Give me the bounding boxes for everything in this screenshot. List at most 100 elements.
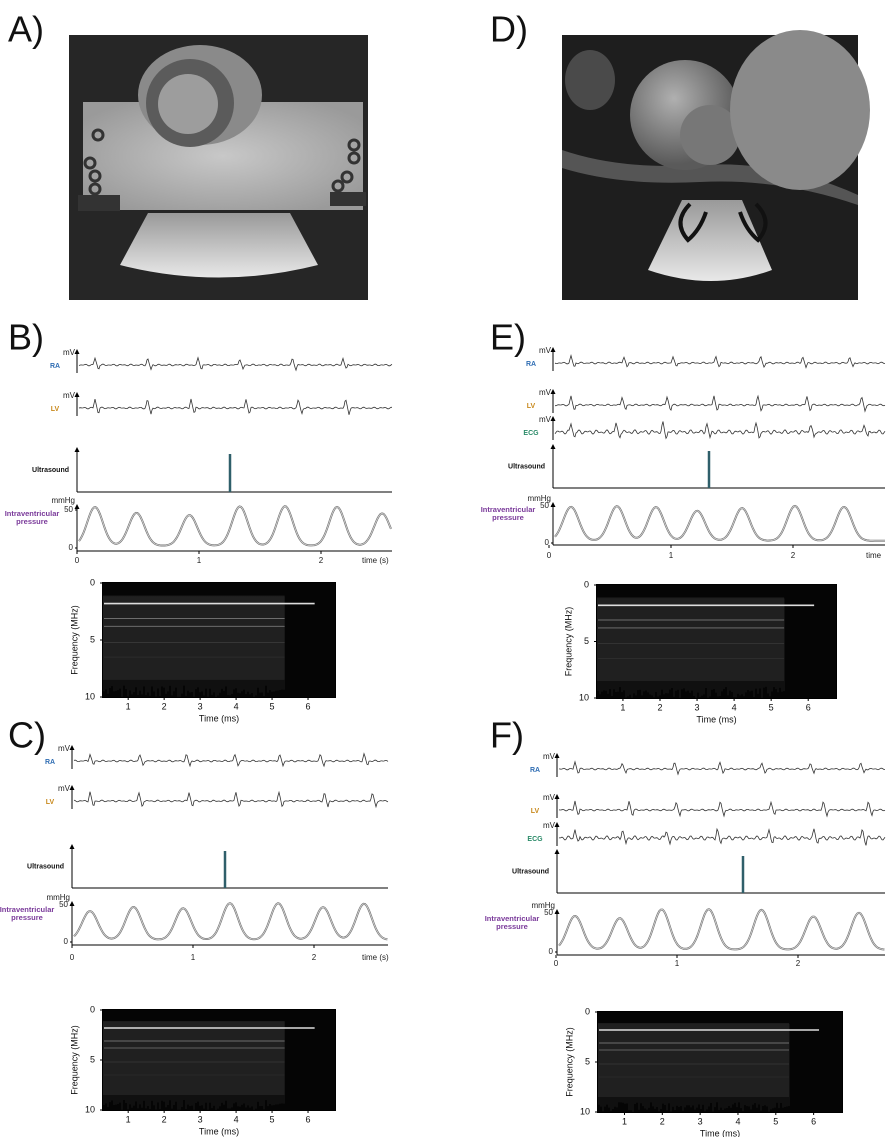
trace-unit: mV <box>58 784 71 793</box>
time-tick-label: 2 <box>796 959 801 968</box>
trace-name: LV <box>531 808 540 815</box>
panel-label: A) <box>8 9 44 50</box>
ms-tick-label: 6 <box>306 701 311 711</box>
pressure-label: Intraventricular pressure <box>0 904 55 922</box>
trace-unit: mV <box>543 793 556 802</box>
pressure-trace <box>554 504 885 542</box>
trace-unit: mV <box>543 752 556 761</box>
axis-arrow <box>554 753 560 758</box>
spectrogram-y-label: Frequency (MHz) <box>563 607 573 677</box>
ms-tick-label: 6 <box>811 1116 816 1126</box>
ms-tick-label: 3 <box>198 701 203 711</box>
spectrogram-band <box>598 1023 790 1097</box>
axis-arrow <box>554 849 560 854</box>
trace-name: ECG <box>523 430 539 437</box>
trace-name: LV <box>527 403 536 410</box>
pressure-trace <box>78 505 392 547</box>
trace-unit: mV <box>63 348 76 357</box>
pressure-unit: mmHg <box>46 893 70 902</box>
pressure-trace <box>558 908 885 951</box>
trace-name: LV <box>46 799 55 806</box>
time-tick-label: 1 <box>197 556 202 565</box>
pressure-trace-core <box>558 908 885 950</box>
time-tick-label: 0 <box>70 953 75 962</box>
trace-unit: mV <box>539 346 552 355</box>
pressure-tick-label: 0 <box>64 937 69 946</box>
pressure-tick-label: 0 <box>545 538 550 547</box>
time-axis-label: time (s) <box>362 953 389 962</box>
axis-arrow <box>69 745 75 750</box>
freq-tick-label: 0 <box>584 579 589 589</box>
spectrogram-y-label: Frequency (MHz) <box>564 1027 574 1097</box>
time-tick-label: 2 <box>319 556 324 565</box>
trace-name: LV <box>51 406 60 413</box>
axis-arrow <box>74 392 80 397</box>
ecg-trace <box>78 356 393 372</box>
trace-unit: mV <box>539 415 552 424</box>
pressure-unit: mmHg <box>531 901 555 910</box>
axis-arrow <box>554 822 560 827</box>
ms-tick-label: 3 <box>698 1116 703 1126</box>
ms-tick-label: 4 <box>735 1116 740 1126</box>
time-tick-label: 0 <box>547 551 552 560</box>
ms-tick-label: 2 <box>660 1116 665 1126</box>
mri-image-a <box>69 35 368 300</box>
ms-tick-label: 1 <box>126 701 131 711</box>
freq-tick-label: 10 <box>85 1104 95 1114</box>
us-label: Ultrasound <box>27 863 64 870</box>
axis-arrow <box>550 347 556 352</box>
ms-tick-label: 5 <box>773 1116 778 1126</box>
ecg-trace <box>558 800 886 818</box>
trace-name: RA <box>526 361 536 368</box>
trace-name: ECG <box>527 836 543 843</box>
ms-tick-label: 3 <box>695 702 700 712</box>
pressure-tick-label: 0 <box>69 543 74 552</box>
panel-label: E) <box>490 317 526 358</box>
time-tick-label: 1 <box>675 959 680 968</box>
pressure-trace-core <box>78 505 392 546</box>
ecg-trace <box>554 353 885 369</box>
axis-arrow <box>554 794 560 799</box>
time-tick-label: 2 <box>791 551 796 560</box>
axis-arrow <box>550 416 556 421</box>
freq-tick-label: 0 <box>90 1004 95 1014</box>
ms-tick-label: 6 <box>806 702 811 712</box>
freq-tick-label: 10 <box>579 692 589 702</box>
axis-arrow <box>74 349 80 354</box>
ms-tick-label: 5 <box>270 701 275 711</box>
freq-tick-label: 5 <box>90 634 95 644</box>
ecg-trace <box>73 790 389 809</box>
spectrogram-x-label: Time (ms) <box>199 1126 239 1136</box>
pressure-label: Intraventricular pressure <box>4 509 60 526</box>
ecg-trace <box>558 827 886 846</box>
pressure-label: Intraventricular pressure <box>480 505 536 522</box>
ms-tick-label: 1 <box>620 702 625 712</box>
mri-image-d <box>562 30 870 300</box>
spectrogram-x-label: Time (ms) <box>700 1128 740 1137</box>
spectrogram-y-label: Frequency (MHz) <box>69 1025 79 1095</box>
axis-arrow <box>74 504 80 509</box>
panel-label: B) <box>8 317 44 358</box>
freq-tick-label: 0 <box>585 1006 590 1016</box>
time-tick-label: 2 <box>312 953 317 962</box>
freq-tick-label: 5 <box>585 1056 590 1066</box>
trace-name: RA <box>530 767 540 774</box>
freq-tick-label: 0 <box>90 577 95 587</box>
panel-label: C) <box>8 715 46 756</box>
axis-arrow <box>74 447 80 452</box>
ecg-trace <box>558 760 885 776</box>
time-tick-label: 1 <box>669 551 674 560</box>
trace-unit: mV <box>63 391 76 400</box>
time-tick-label: 0 <box>75 556 80 565</box>
trace-name: RA <box>50 363 60 370</box>
ms-tick-label: 5 <box>270 1114 275 1124</box>
pressure-tick-label: 50 <box>64 505 73 514</box>
axis-arrow <box>69 844 75 849</box>
freq-tick-label: 5 <box>584 636 589 646</box>
axis-arrow <box>550 389 556 394</box>
spectrogram-y-label: Frequency (MHz) <box>69 605 79 675</box>
trace-unit: mV <box>543 821 556 830</box>
us-label: Ultrasound <box>512 868 549 875</box>
spectrogram-x-label: Time (ms) <box>199 713 239 723</box>
